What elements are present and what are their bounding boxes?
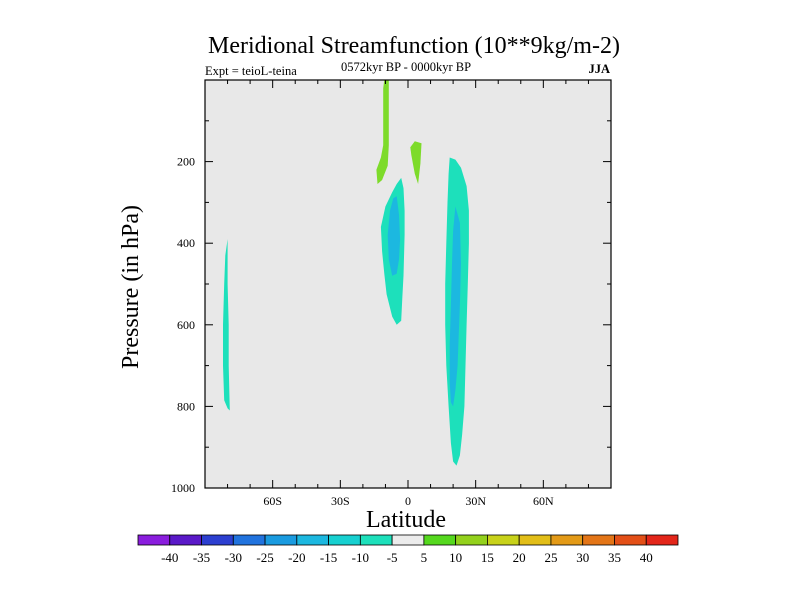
colorbar-swatch [391, 534, 425, 546]
colorbar-label: 10 [449, 550, 462, 565]
season-label: JJA [588, 62, 610, 76]
contour-region-negative-subtropical-core [449, 206, 461, 407]
colorbar-label: -20 [288, 550, 305, 565]
x-tick-label: 0 [405, 494, 411, 508]
colorbar-label: -15 [320, 550, 337, 565]
y-tick-label: 1000 [171, 481, 195, 495]
x-tick-label: 30S [331, 494, 350, 508]
colorbar-swatch [518, 534, 552, 546]
colorbar-swatch [614, 534, 647, 546]
colorbar-label: -40 [161, 550, 178, 565]
colorbar-swatch [328, 534, 361, 546]
colorbar-swatch [201, 534, 234, 546]
colorbar-swatch [296, 534, 329, 546]
colorbar-swatch [232, 534, 266, 546]
colorbar-label: 25 [544, 550, 557, 565]
y-tick-label: 200 [177, 155, 195, 169]
colorbar-label: -35 [193, 550, 210, 565]
y-tick-label: 600 [177, 318, 195, 332]
colorbar-label: -10 [352, 550, 369, 565]
x-tick-label: 60S [263, 494, 282, 508]
colorbar-label: 20 [513, 550, 526, 565]
y-tick-label: 800 [177, 399, 195, 413]
plot-area [205, 80, 611, 488]
colorbar-swatch [359, 534, 393, 546]
colorbar-label: -25 [256, 550, 273, 565]
colorbar-swatch [487, 534, 520, 546]
contour-region-negative-southern-sliver [223, 239, 230, 411]
y-axis-label: Pressure (in hPa) [118, 205, 144, 369]
x-axis-label: Latitude [366, 507, 446, 533]
colorbar-label: 35 [608, 550, 621, 565]
colorbar: -40 -35 -30 -25 -20 -15 -10 -5 5 10 15 20 25 30 35 40 [137, 534, 679, 565]
colorbar-label: 40 [640, 550, 653, 565]
y-tick-label: 400 [177, 236, 195, 250]
contour-region-negative-equatorial-core [387, 196, 401, 276]
x-tick-label: 30N [465, 494, 486, 508]
colorbar-label: 5 [421, 550, 428, 565]
colorbar-swatch [423, 534, 457, 546]
colorbar-swatch [645, 534, 679, 546]
colorbar-label: -30 [225, 550, 242, 565]
colorbar-swatch [264, 534, 298, 546]
period-label: 0572kyr BP - 0000kyr BP [341, 60, 471, 74]
contour-region-positive-upper-column [376, 80, 389, 184]
colorbar-swatch [550, 534, 584, 546]
chart-title: Meridional Streamfunction (10**9kg/m-2) [208, 33, 620, 59]
contour-regions [223, 80, 469, 466]
x-tick-label: 60N [533, 494, 554, 508]
colorbar-swatch [137, 534, 171, 546]
axis-ticks: 60S 30S 0 30N 60N 200 400 600 800 1000 [171, 79, 612, 508]
colorbar-swatch [582, 534, 615, 546]
colorbar-label: -5 [387, 550, 398, 565]
colorbar-label: 30 [576, 550, 589, 565]
colorbar-label: 15 [481, 550, 494, 565]
experiment-label: Expt = teioL-teina [205, 64, 297, 78]
contour-region-positive-small-patch [410, 141, 422, 184]
colorbar-swatch [169, 534, 202, 546]
colorbar-swatch [455, 534, 488, 546]
